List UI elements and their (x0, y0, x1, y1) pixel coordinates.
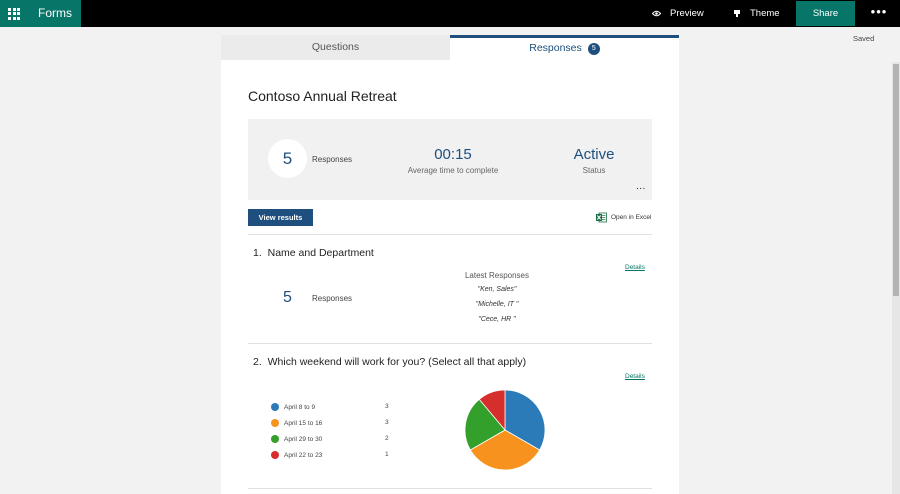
preview-label: Preview (670, 7, 704, 19)
legend-item: April 8 to 9 (271, 402, 391, 412)
pie-slice (478, 389, 506, 432)
preview-button[interactable]: Preview (652, 0, 704, 27)
legend-item: April 22 to 23 (271, 450, 391, 460)
question-2-number: 2. (253, 356, 262, 368)
legend-count: 3 (385, 403, 389, 410)
legend-item: April 15 to 16 (271, 418, 391, 428)
legend-label: April 29 to 30 (284, 435, 323, 443)
open-in-excel-link[interactable]: Open in Excel (596, 212, 651, 223)
responses-card: Contoso Annual Retreat 5 Responses 00:15… (221, 60, 679, 494)
tab-responses-label: Responses (529, 42, 582, 54)
legend-item: April 29 to 30 (271, 434, 391, 444)
theme-button[interactable]: Theme (733, 0, 780, 27)
eye-icon (652, 10, 661, 17)
responses-count-badge: 5 (587, 43, 600, 55)
question-1-text: Name and Department (267, 247, 374, 259)
legend-swatch (271, 451, 279, 459)
divider (248, 488, 652, 489)
app-launcher-button[interactable] (0, 0, 28, 27)
saved-status: Saved (853, 34, 875, 43)
legend-count: 2 (385, 435, 389, 442)
legend-label: April 8 to 9 (284, 403, 316, 411)
waffle-icon (8, 7, 20, 20)
question-1-details-link[interactable]: Details (625, 264, 645, 271)
summary-panel: 5 Responses 00:15 Average time to comple… (248, 119, 652, 200)
legend-count: 3 (385, 419, 389, 426)
summary-more-button[interactable]: ... (636, 181, 646, 192)
average-time-value: 00:15 (434, 146, 472, 163)
status-label: Status (582, 166, 606, 175)
tab-responses[interactable]: Responses 5 (450, 35, 679, 60)
average-time-label: Average time to complete (407, 166, 499, 175)
legend-count: 1 (385, 451, 389, 458)
pie-chart (464, 389, 546, 471)
divider (248, 343, 652, 344)
question-1-response-count: 5 (283, 289, 292, 306)
theme-label: Theme (750, 7, 780, 19)
more-options-button[interactable]: ••• (870, 4, 888, 19)
question-2-text: Which weekend will work for you? (Select… (267, 356, 527, 368)
pie-slice (464, 398, 506, 451)
question-1-number: 1. (253, 247, 262, 259)
latest-responses-title: Latest Responses (464, 271, 530, 280)
legend-swatch (271, 419, 279, 427)
legend-swatch (271, 403, 279, 411)
open-in-excel-label: Open in Excel (611, 214, 652, 221)
excel-icon (596, 212, 607, 223)
scrollbar[interactable] (892, 62, 900, 494)
paint-bucket-icon (734, 10, 740, 17)
share-button[interactable]: Share (796, 1, 855, 26)
top-bar: Forms Preview Theme Share ••• (0, 0, 900, 27)
tab-questions[interactable]: Questions (221, 35, 450, 60)
tab-questions-label: Questions (311, 41, 360, 53)
pie-slice (504, 389, 546, 451)
legend-swatch (271, 435, 279, 443)
question-2-details-link[interactable]: Details (625, 373, 645, 380)
latest-response: "Cece, HR " (478, 316, 516, 323)
tab-bar: Questions Responses 5 (221, 35, 679, 60)
form-title: Contoso Annual Retreat (248, 88, 397, 104)
latest-response: "Ken, Sales" (477, 286, 517, 293)
latest-response: "Michelle, IT " (475, 301, 519, 308)
question-2-title: 2. Which weekend will work for you? (Sel… (253, 356, 526, 368)
legend-label: April 15 to 16 (284, 419, 323, 427)
question-1-responses-label: Responses (312, 294, 353, 303)
view-results-button[interactable]: View results (248, 209, 313, 226)
pie-slice (469, 429, 541, 471)
scrollbar-thumb[interactable] (893, 64, 899, 296)
status-value: Active (573, 146, 615, 163)
responses-label: Responses (312, 155, 353, 164)
question-1-title: 1. Name and Department (253, 247, 374, 259)
responses-count: 5 (268, 139, 307, 178)
app-name[interactable]: Forms (28, 0, 81, 27)
divider (248, 234, 652, 235)
legend-label: April 22 to 23 (284, 451, 323, 459)
